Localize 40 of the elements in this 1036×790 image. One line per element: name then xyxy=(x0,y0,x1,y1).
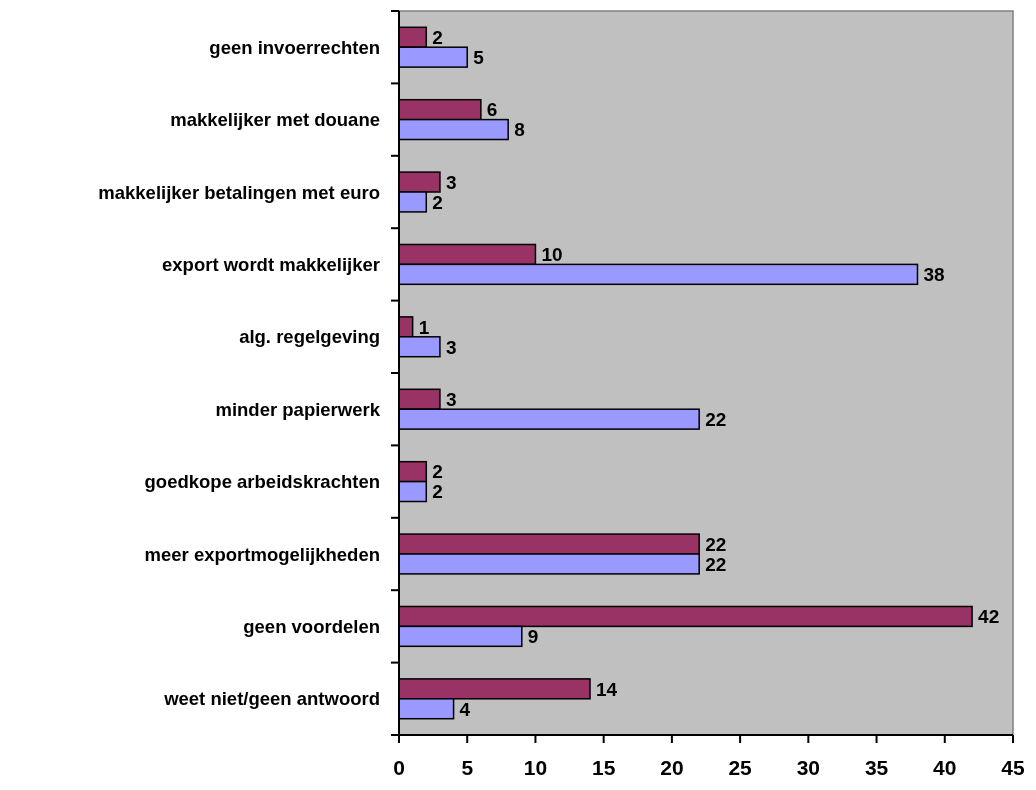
data-label: 22 xyxy=(705,533,727,555)
y-tick-label: minder papierwerk xyxy=(215,398,381,420)
y-tick-label: geen invoerrechten xyxy=(209,36,380,58)
x-tick-label: 45 xyxy=(1001,756,1025,779)
data-label: 42 xyxy=(978,606,1000,628)
data-label: 10 xyxy=(541,244,563,266)
y-tick-label: export wordt makkelijker xyxy=(162,254,380,276)
data-label: 38 xyxy=(923,264,945,286)
data-label: 2 xyxy=(432,191,443,213)
data-label: 9 xyxy=(527,626,539,648)
y-tick-label: makkelijker met douane xyxy=(170,109,380,131)
data-label: 2 xyxy=(432,461,443,483)
data-label: 22 xyxy=(705,408,727,430)
x-tick-label: 40 xyxy=(933,756,957,779)
data-label: 6 xyxy=(486,99,498,121)
x-tick-label: 15 xyxy=(591,756,616,779)
y-tick-label: meer exportmogelijkheden xyxy=(144,543,380,565)
data-label: 4 xyxy=(459,698,471,720)
data-label: 5 xyxy=(473,46,485,68)
x-tick-label: 10 xyxy=(523,756,548,779)
x-tick-label: 0 xyxy=(393,756,405,779)
x-tick-label: 5 xyxy=(461,756,474,779)
data-label: 1 xyxy=(418,316,430,338)
y-tick-label: makkelijker betalingen met euro xyxy=(98,181,380,203)
data-label: 8 xyxy=(514,119,525,141)
data-label: 3 xyxy=(445,171,457,193)
y-tick-label: weet niet/geen antwoord xyxy=(163,688,380,710)
data-label: 22 xyxy=(705,553,727,575)
data-label: 2 xyxy=(432,27,443,49)
y-tick-label: geen voordelen xyxy=(243,616,380,638)
data-label: 3 xyxy=(445,389,457,411)
x-tick-label: 20 xyxy=(660,756,684,779)
y-tick-label: alg. regelgeving xyxy=(239,326,380,348)
x-tick-label: 35 xyxy=(864,756,889,779)
x-tick-label: 25 xyxy=(728,756,753,779)
data-label: 14 xyxy=(596,678,618,700)
y-tick-label: goedkope arbeidskrachten xyxy=(144,471,380,493)
data-label: 3 xyxy=(445,336,457,358)
x-tick-label: 30 xyxy=(796,756,821,779)
data-label: 2 xyxy=(432,481,443,503)
